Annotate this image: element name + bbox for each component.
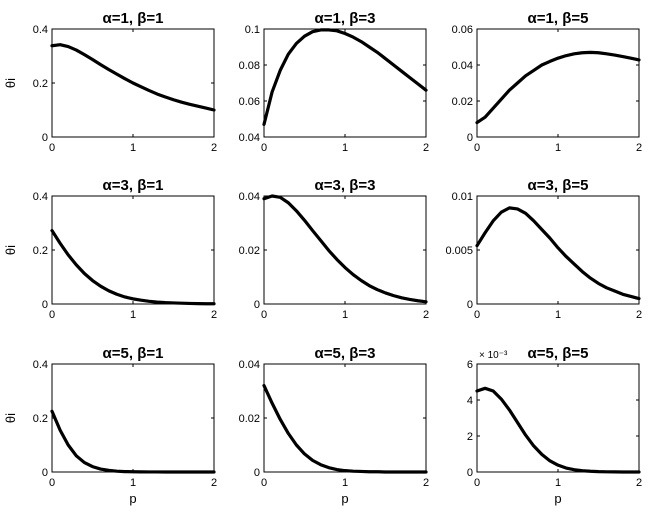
x-tick-label: 1	[130, 309, 136, 321]
x-tick-label: 2	[636, 309, 642, 321]
axes-box	[51, 195, 215, 305]
x-tick-label: 0	[261, 477, 267, 489]
y-tick-label: 4	[467, 395, 473, 407]
y-axis-label: θi	[3, 413, 18, 423]
series-line	[262, 384, 428, 474]
axes-box	[476, 363, 640, 473]
y-tick-label: 2	[467, 431, 473, 443]
subplot-title: α=1, β=1	[103, 10, 164, 27]
y-tick-label: 0.04	[239, 191, 260, 203]
y-tick-label: 0.04	[239, 132, 260, 144]
y-tick-label: 0	[42, 132, 48, 144]
subplot-title: α=3, β=3	[315, 177, 376, 194]
y-tick-label: 0.2	[33, 78, 48, 90]
series-line	[262, 194, 428, 304]
y-tick-label: 0.06	[239, 96, 260, 108]
series-line	[50, 409, 216, 474]
x-tick-label: 0	[261, 142, 267, 154]
x-tick-label: 0	[49, 309, 55, 321]
series-line	[475, 206, 641, 301]
x-tick-label: 1	[555, 309, 561, 321]
subplot-title: α=1, β=3	[315, 10, 376, 27]
y-tick-label: 0	[467, 132, 473, 144]
axes-box	[263, 363, 427, 473]
y-tick-label: 0.04	[452, 60, 473, 72]
series-line	[475, 386, 641, 474]
x-tick-label: 1	[342, 309, 348, 321]
x-tick-label: 0	[49, 477, 55, 489]
subplot-title: α=5, β=1	[103, 345, 164, 362]
x-tick-label: 1	[130, 142, 136, 154]
x-tick-label: 0	[474, 309, 480, 321]
subplot-5: α=3, β=3 0 1 2 0 0.02 0.04	[239, 177, 429, 321]
x-axis-label: p	[129, 491, 136, 506]
x-tick-label: 2	[211, 477, 217, 489]
x-tick-label: 1	[555, 477, 561, 489]
y-tick-label: 0.02	[239, 245, 260, 257]
y-tick-label: 0.04	[239, 359, 260, 371]
x-tick-label: 1	[342, 142, 348, 154]
y-tick-label: 0.2	[33, 245, 48, 257]
y-tick-label: 0.08	[239, 60, 260, 72]
x-tick-label: 1	[555, 142, 561, 154]
y-tick-label: 0	[467, 467, 473, 479]
x-axis-label: p	[554, 491, 561, 506]
x-tick-label: 2	[211, 142, 217, 154]
y-axis-label: θi	[3, 78, 18, 88]
y-tick-label: 0.4	[33, 191, 48, 203]
y-tick-label: 0.02	[452, 96, 473, 108]
series-line	[50, 228, 216, 306]
x-tick-label: 0	[261, 309, 267, 321]
subplot-1: α=1, β=1 0 1 2 0 0.2 0.4 θi	[3, 10, 217, 154]
y-axis-label: θi	[3, 245, 18, 255]
axes-box	[263, 28, 427, 138]
y-tick-label: 0.005	[445, 245, 473, 257]
y-tick-label: 0	[254, 467, 260, 479]
x-tick-label: 0	[49, 142, 55, 154]
y-tick-label: 0.02	[239, 413, 260, 425]
y-scale-note: × 10⁻³	[479, 350, 508, 361]
x-tick-label: 2	[423, 477, 429, 489]
subplot-title: α=5, β=5	[528, 345, 589, 362]
y-tick-label: 6	[467, 359, 473, 371]
x-tick-label: 2	[211, 309, 217, 321]
series-line	[50, 43, 216, 112]
y-tick-label: 0.4	[33, 24, 48, 36]
x-axis-label: p	[341, 491, 348, 506]
subplot-title: α=3, β=5	[528, 177, 589, 194]
subplot-title: α=1, β=5	[528, 10, 589, 27]
x-tick-label: 0	[474, 142, 480, 154]
x-tick-label: 2	[423, 309, 429, 321]
subplot-title: α=5, β=3	[315, 345, 376, 362]
subplot-4: α=3, β=1 0 1 2 0 0.2 0.4 θi	[3, 177, 217, 321]
y-tick-label: 0	[254, 299, 260, 311]
x-tick-label: 0	[474, 477, 480, 489]
x-tick-label: 1	[342, 477, 348, 489]
subplot-title: α=3, β=1	[103, 177, 164, 194]
y-tick-label: 0.1	[245, 24, 260, 36]
subplot-9: α=5, β=5 0 1 2 0 2 4 6 × 10⁻³ p	[467, 345, 642, 506]
series-line	[475, 50, 641, 125]
axes-box	[263, 195, 427, 305]
x-tick-label: 2	[636, 477, 642, 489]
subplot-6: α=3, β=5 0 1 2 0 0.005 0.01	[445, 177, 642, 321]
y-tick-label: 0	[467, 299, 473, 311]
series-line	[262, 28, 428, 126]
y-tick-label: 0.2	[33, 413, 48, 425]
y-tick-label: 0.06	[452, 24, 473, 36]
x-tick-label: 2	[423, 142, 429, 154]
subplot-2: α=1, β=3 0 1 2 0.04 0.06 0.08 0.1	[239, 10, 429, 154]
x-tick-label: 1	[130, 477, 136, 489]
y-tick-label: 0	[42, 467, 48, 479]
y-tick-label: 0.4	[33, 359, 48, 371]
axes-box	[476, 28, 640, 138]
y-tick-label: 0	[42, 299, 48, 311]
subplot-8: α=5, β=3 0 1 2 0 0.02 0.04 p	[239, 345, 429, 506]
x-tick-label: 2	[636, 142, 642, 154]
subplot-3: α=1, β=5 0 1 2 0 0.02 0.04 0.06	[452, 10, 642, 154]
y-tick-label: 0.01	[452, 191, 473, 203]
subplot-7: α=5, β=1 0 1 2 0 0.2 0.4 θi p	[3, 345, 217, 506]
